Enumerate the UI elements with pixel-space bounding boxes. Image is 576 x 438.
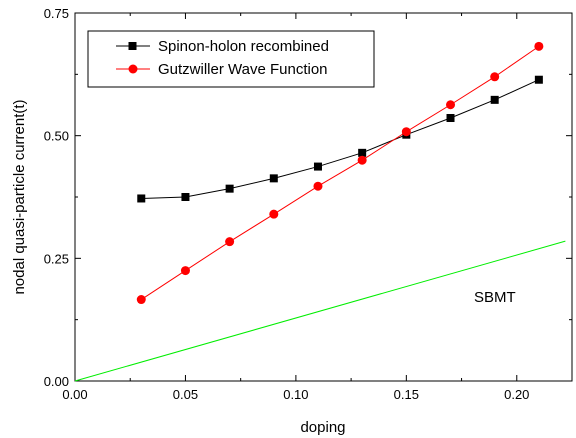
x-tick-label: 0.00 bbox=[62, 387, 87, 402]
y-tick-label: 0.25 bbox=[44, 251, 69, 266]
series-layer bbox=[74, 41, 566, 382]
data-point-spinon bbox=[358, 148, 367, 157]
series-line-1 bbox=[140, 45, 540, 300]
axes-layer: 0.00 0.05 0.10 0.15 0.20 0.00 0.25 0.50 0.75 bbox=[44, 6, 573, 402]
data-point-gutzwiller bbox=[269, 209, 279, 219]
data-point-gutzwiller bbox=[490, 72, 500, 82]
x-tick-label: 0.05 bbox=[173, 387, 198, 402]
data-point-spinon bbox=[313, 162, 322, 171]
x-tick-label: 0.10 bbox=[283, 387, 308, 402]
legend-box bbox=[87, 30, 375, 88]
data-point-spinon bbox=[534, 75, 543, 84]
data-point-spinon bbox=[446, 114, 455, 123]
x-axis-label: doping bbox=[300, 419, 345, 436]
y-tick-label: 0.75 bbox=[44, 6, 69, 21]
data-point-spinon bbox=[137, 194, 146, 203]
sbmt-line bbox=[74, 240, 566, 382]
series-line-0 bbox=[141, 79, 540, 199]
x-tick-label: 0.15 bbox=[394, 387, 419, 402]
data-point-spinon bbox=[225, 184, 234, 193]
legend: Spinon-holon recombined Gutzwiller Wave … bbox=[87, 30, 375, 88]
data-point-gutzwiller bbox=[180, 266, 190, 276]
y-axis-label: nodal quasi-particle current(t) bbox=[11, 99, 28, 294]
data-point-gutzwiller bbox=[534, 41, 544, 51]
data-point-gutzwiller bbox=[136, 295, 146, 305]
data-point-gutzwiller bbox=[446, 100, 456, 110]
data-point-spinon bbox=[490, 95, 499, 104]
data-point-spinon bbox=[269, 174, 278, 183]
y-tick-label: 0.50 bbox=[44, 129, 69, 144]
legend-marker-gutzwiller bbox=[128, 64, 138, 74]
data-point-spinon bbox=[181, 193, 190, 201]
legend-marker-spinon bbox=[128, 42, 137, 50]
data-point-gutzwiller bbox=[357, 155, 367, 165]
y-tick-label: 0.00 bbox=[44, 374, 69, 389]
data-point-gutzwiller bbox=[401, 127, 411, 137]
legend-label-spinon: Spinon-holon recombined bbox=[158, 38, 329, 55]
sbmt-annotation: SBMT bbox=[474, 289, 516, 306]
data-point-gutzwiller bbox=[313, 181, 323, 191]
data-point-gutzwiller bbox=[225, 237, 235, 247]
x-tick-label: 0.20 bbox=[504, 387, 529, 402]
legend-label-gutzwiller: Gutzwiller Wave Function bbox=[158, 61, 328, 78]
